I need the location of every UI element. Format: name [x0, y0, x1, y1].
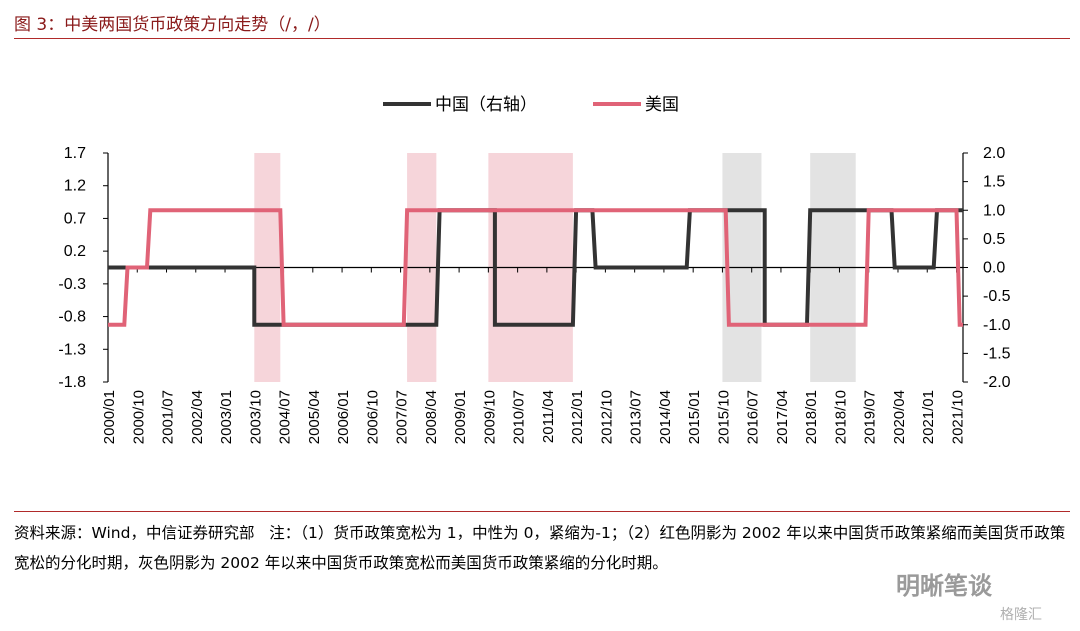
- x-tick-label: 2002/04: [189, 390, 206, 444]
- left-tick-label: 0.2: [64, 243, 86, 260]
- china-policy-line: [108, 208, 963, 327]
- x-tick-label: 2020/04: [891, 390, 908, 444]
- left-tick-label: -0.3: [58, 276, 86, 293]
- x-tick-label: 2010/07: [511, 390, 528, 444]
- x-tick-label: 2009/10: [481, 390, 498, 444]
- footer-divider: [14, 511, 1070, 512]
- title-divider: [14, 38, 1070, 39]
- right-tick-label: 0.5: [983, 231, 1005, 248]
- right-tick-label: 1.5: [983, 174, 1005, 191]
- x-tick-label: 2018/10: [832, 390, 849, 444]
- figure-title: 图 3：中美两国货币政策方向走势（/，/）: [14, 15, 331, 35]
- left-tick-label: 1.7: [64, 145, 86, 162]
- x-tick-label: 2011/04: [540, 390, 557, 443]
- x-tick-label: 2006/10: [364, 390, 381, 444]
- right-tick-label: 0.0: [983, 260, 1005, 277]
- x-tick-label: 2005/04: [306, 390, 323, 444]
- right-tick-label: -0.5: [983, 288, 1011, 305]
- watermark: 明晰笔谈: [896, 572, 992, 600]
- x-tick-label: 2016/07: [745, 390, 762, 444]
- us-policy-line: [108, 208, 963, 327]
- right-tick-label: 2.0: [983, 145, 1005, 162]
- left-tick-label: 1.2: [64, 178, 86, 195]
- right-tick-label: -2.0: [983, 374, 1011, 391]
- x-tick-label: 2006/01: [335, 390, 352, 444]
- left-tick-label: -1.8: [58, 374, 86, 391]
- x-tick-label: 2021/10: [949, 390, 966, 444]
- legend: 中国（右轴） 美国: [383, 95, 679, 115]
- chart-canvas: 1.7 1.2 0.7 0.2 -0.3 -0.8 -1.3 -1.8 2.0 1.5 1.0 0.5…: [58, 95, 1010, 444]
- x-tick-label: 2003/01: [218, 390, 235, 444]
- x-tick-label: 2015/01: [686, 390, 703, 444]
- left-tick-label: -0.8: [58, 309, 86, 326]
- axes: 1.7 1.2 0.7 0.2 -0.3 -0.8 -1.3 -1.8 2.0 1.5 1.0 0.5…: [58, 145, 1010, 444]
- x-tick-label: 2001/07: [160, 390, 177, 444]
- x-tick-label: 2000/10: [130, 390, 147, 444]
- x-tick-label: 2003/10: [247, 390, 264, 444]
- x-tick-label: 2015/10: [715, 390, 732, 444]
- x-tick-label: 2019/07: [862, 390, 879, 444]
- right-tick-label: -1.0: [983, 317, 1011, 334]
- legend-label-1: 中国（右轴）: [435, 95, 537, 115]
- x-tick-label: 2009/01: [452, 390, 469, 444]
- x-tick-label: 2012/01: [569, 390, 586, 444]
- x-tick-label: 2000/01: [101, 390, 118, 444]
- x-tick-label: 2007/07: [394, 390, 411, 444]
- x-tick-label: 2021/01: [920, 390, 937, 444]
- legend-label-2: 美国: [645, 95, 679, 115]
- x-tick-label: 2004/07: [277, 390, 294, 444]
- left-tick-label: -1.3: [58, 341, 86, 358]
- x-tick-label: 2013/07: [628, 390, 645, 444]
- series-lines: [108, 208, 963, 327]
- source-footnote: 资料来源：Wind，中信证券研究部 注：（1）货币政策宽松为 1，中性为 0，紧…: [14, 524, 1066, 572]
- x-tick-label: 2014/04: [657, 390, 674, 444]
- x-tick-label: 2018/01: [803, 390, 820, 444]
- right-tick-label: -1.5: [983, 345, 1011, 362]
- x-tick-label: 2017/04: [774, 390, 791, 444]
- x-tick-label: 2012/10: [598, 390, 615, 444]
- watermark-secondary: 格隆汇: [1000, 607, 1042, 623]
- right-tick-label: 1.0: [983, 202, 1005, 219]
- x-tick-label: 2008/04: [423, 390, 440, 444]
- left-tick-label: 0.7: [64, 210, 86, 227]
